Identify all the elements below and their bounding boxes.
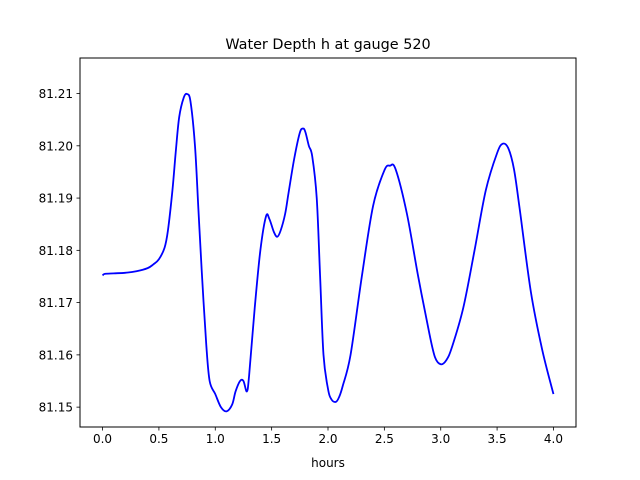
y-tick-label: 81.18 <box>39 244 73 258</box>
series-line <box>101 92 555 413</box>
x-tick-label: 3.0 <box>431 432 450 446</box>
plot-frame <box>79 57 577 428</box>
x-axis-ticks: 0.0 0.5 1.0 1.5 2.0 2.5 3.0 3.5 4.0 <box>93 427 563 446</box>
y-tick-label: 81.21 <box>39 87 73 101</box>
x-tick-label: 0.5 <box>149 432 168 446</box>
plot-series <box>101 92 555 413</box>
y-tick-label: 81.19 <box>39 192 73 206</box>
x-tick-label: 3.5 <box>488 432 507 446</box>
x-axis-label: hours <box>311 456 345 470</box>
x-tick-label: 4.0 <box>544 432 563 446</box>
x-tick-label: 1.5 <box>262 432 281 446</box>
chart-title: Water Depth h at gauge 520 <box>225 37 430 53</box>
y-axis-ticks: 81.15 81.16 81.17 81.18 81.19 81.20 81.21 <box>39 87 80 415</box>
x-tick-label: 1.0 <box>206 432 225 446</box>
x-tick-label: 2.0 <box>318 432 337 446</box>
y-tick-label: 81.20 <box>39 139 73 153</box>
y-tick-label: 81.15 <box>39 401 73 415</box>
y-tick-label: 81.16 <box>39 348 73 362</box>
x-tick-label: 0.0 <box>93 432 112 446</box>
x-tick-label: 2.5 <box>375 432 394 446</box>
y-tick-label: 81.17 <box>39 296 73 310</box>
